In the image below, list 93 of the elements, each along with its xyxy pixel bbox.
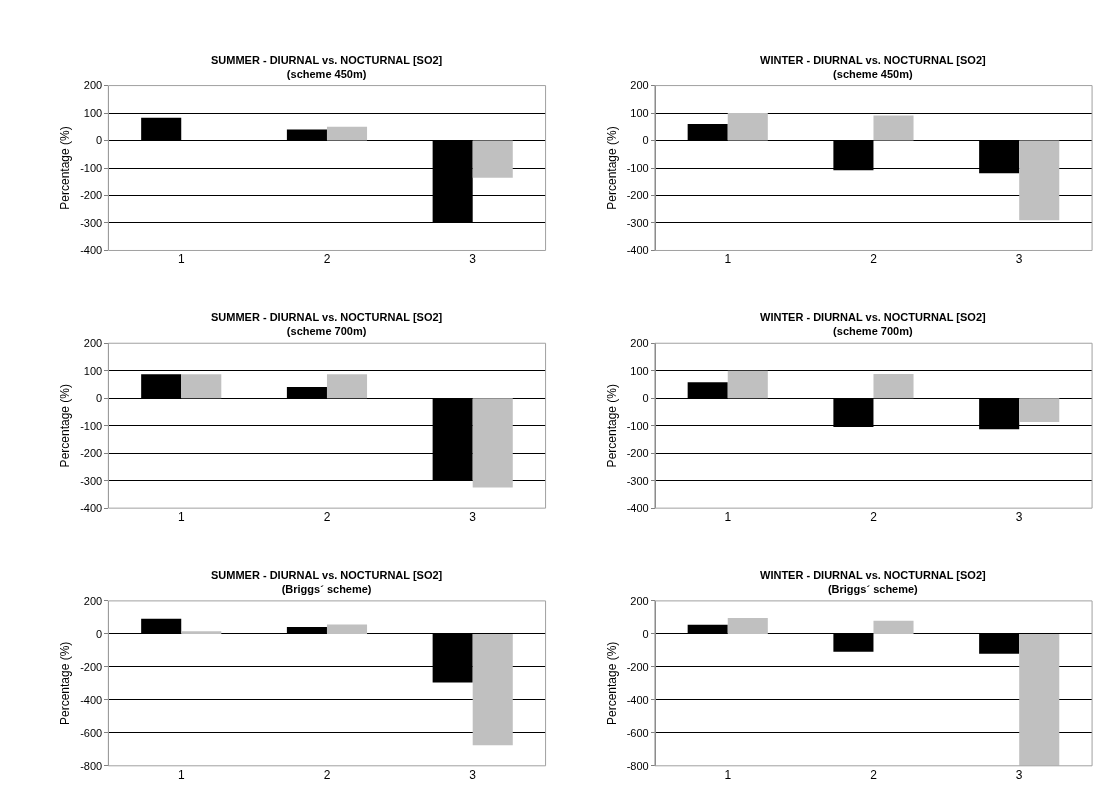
bar <box>326 374 368 399</box>
y-tick-label: 200 <box>83 594 103 607</box>
x-tick-label: 1 <box>724 767 732 782</box>
chart-title: WINTER - DIURNAL vs. NOCTURNAL [SO2] <box>760 311 987 323</box>
x-tick-label: 3 <box>1015 252 1023 267</box>
bar <box>326 624 368 634</box>
y-tick-label: -400 <box>80 693 103 706</box>
bar <box>181 631 222 634</box>
y-tick-label: 200 <box>83 337 103 350</box>
x-tick-label: 1 <box>177 510 185 525</box>
y-tick-label: 100 <box>83 364 103 377</box>
y-tick-label: -800 <box>626 759 649 772</box>
bar <box>472 140 513 178</box>
chart-title: WINTER - DIURNAL vs. NOCTURNAL [SO2] <box>760 54 987 66</box>
bar <box>1019 633 1060 766</box>
y-tick-label: -200 <box>626 660 649 673</box>
y-axis-title: Percentage (%) <box>58 126 73 210</box>
y-tick-label: -400 <box>626 502 649 514</box>
bar <box>727 370 768 399</box>
y-tick-label: -100 <box>80 161 103 174</box>
chart-subtitle: (scheme 700m) <box>833 325 913 338</box>
y-tick-label: 200 <box>630 594 649 607</box>
bar <box>472 398 513 488</box>
y-axis-title: Percentage (%) <box>58 641 73 726</box>
y-tick-label: 0 <box>96 627 103 640</box>
chart-title: SUMMER - DIURNAL vs. NOCTURNAL [SO2] <box>211 54 443 66</box>
bar <box>181 374 222 399</box>
x-tick-label: 2 <box>323 510 331 525</box>
y-axis-title: Percentage (%) <box>58 384 73 468</box>
y-tick-label: 0 <box>642 627 649 640</box>
y-tick-label: 0 <box>96 134 103 147</box>
x-tick-label: 2 <box>870 767 878 782</box>
y-tick-label: -400 <box>626 244 649 257</box>
y-tick-label: -200 <box>80 447 103 460</box>
y-tick-label: -800 <box>80 759 103 772</box>
y-axis-title: Percentage (%) <box>604 641 619 726</box>
chart-subtitle: (scheme 700m) <box>286 325 367 338</box>
y-tick-label: 200 <box>83 79 103 92</box>
y-tick-label: -100 <box>626 419 649 432</box>
y-tick-label: 0 <box>96 392 103 405</box>
bar <box>727 617 768 634</box>
x-tick-label: 3 <box>1015 767 1023 782</box>
y-tick-label: 100 <box>630 106 649 119</box>
bar <box>326 126 368 141</box>
y-tick-label: -300 <box>80 216 103 229</box>
y-tick-label: -300 <box>80 474 103 487</box>
bar <box>873 620 914 634</box>
y-tick-label: -100 <box>80 419 103 432</box>
y-tick-label: -600 <box>80 726 103 739</box>
x-tick-label: 3 <box>1015 510 1023 525</box>
y-tick-label: 0 <box>642 134 649 147</box>
y-axis-title: Percentage (%) <box>604 126 619 210</box>
bar <box>873 115 914 141</box>
y-tick-label: -400 <box>626 693 649 706</box>
x-tick-label: 2 <box>323 252 331 267</box>
x-tick-label: 1 <box>177 252 185 267</box>
chart-title: WINTER - DIURNAL vs. NOCTURNAL [SO2] <box>760 569 987 581</box>
y-axis-title: Percentage (%) <box>604 384 619 468</box>
chart-subtitle: (Briggs´ scheme) <box>281 583 372 596</box>
y-tick-label: -600 <box>626 726 649 739</box>
y-tick-label: -400 <box>80 502 103 514</box>
x-tick-label: 3 <box>469 510 477 525</box>
chart-subtitle: (scheme 450m) <box>833 68 913 81</box>
chart-title: SUMMER - DIURNAL vs. NOCTURNAL [SO2] <box>211 569 443 581</box>
y-tick-label: 100 <box>83 106 103 119</box>
x-tick-label: 1 <box>177 767 185 782</box>
y-tick-label: -100 <box>626 161 649 174</box>
bar <box>1019 140 1060 221</box>
bar <box>727 113 768 141</box>
y-tick-label: -300 <box>626 474 649 487</box>
y-tick-label: -200 <box>80 189 103 202</box>
chart-title: SUMMER - DIURNAL vs. NOCTURNAL [SO2] <box>211 311 443 323</box>
y-tick-label: -200 <box>626 447 649 460</box>
y-tick-label: 200 <box>630 337 649 350</box>
y-tick-label: 200 <box>630 79 649 92</box>
y-tick-label: -200 <box>80 660 103 673</box>
y-tick-label: -300 <box>626 216 649 229</box>
x-tick-label: 1 <box>724 510 732 525</box>
chart-subtitle: (Briggs´ scheme) <box>827 583 919 596</box>
chart-subtitle: (scheme 450m) <box>286 68 367 81</box>
x-tick-label: 3 <box>469 252 477 267</box>
x-tick-label: 1 <box>724 252 732 267</box>
x-tick-label: 2 <box>870 510 878 525</box>
y-tick-label: 0 <box>642 392 649 405</box>
y-tick-label: 100 <box>630 364 649 377</box>
bar <box>1019 398 1060 423</box>
x-tick-label: 2 <box>870 252 878 267</box>
x-tick-label: 2 <box>323 767 331 782</box>
bar <box>472 633 513 746</box>
y-tick-label: -400 <box>80 244 103 257</box>
bar <box>873 374 914 399</box>
x-tick-label: 3 <box>469 767 477 782</box>
y-tick-label: -200 <box>626 189 649 202</box>
